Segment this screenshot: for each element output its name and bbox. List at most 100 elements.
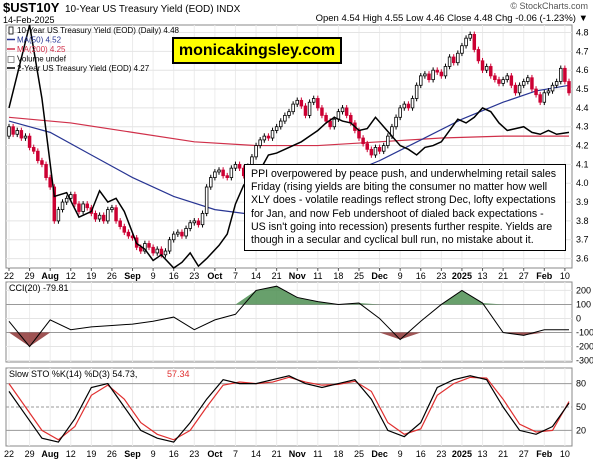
- legend-entry: MA(50) 4.52: [17, 36, 62, 45]
- cci-y-tick-label: -200: [576, 342, 593, 352]
- price-y-tick-label: 3.6: [576, 254, 589, 264]
- price-x-tick-label: 23: [436, 271, 446, 281]
- candle: [509, 75, 514, 86]
- candle: [381, 145, 386, 152]
- stochastic-x-tick-label: 9: [398, 449, 403, 459]
- stochastic-legend-d: 57.34: [167, 369, 190, 379]
- price-x-tick-label: 16: [169, 271, 179, 281]
- cci-y-tick-label: -300: [576, 356, 593, 366]
- price-y-tick-label: 3.8: [576, 216, 589, 226]
- cci-positive-fill: [9, 286, 569, 305]
- candle: [534, 88, 538, 96]
- candle: [204, 186, 209, 214]
- candle: [147, 243, 151, 248]
- candle: [464, 37, 468, 47]
- price-x-tick-label: 16: [416, 271, 426, 281]
- candle: [414, 84, 419, 99]
- candle: [180, 231, 184, 237]
- legend-box-marker: [7, 56, 15, 63]
- candle: [93, 212, 98, 220]
- candle: [546, 90, 551, 94]
- candle: [554, 81, 559, 86]
- candle: [484, 66, 489, 71]
- candle: [299, 99, 304, 107]
- price-x-tick-label: Oct: [207, 271, 222, 281]
- cci-y-tick-label: 100: [576, 299, 591, 309]
- two-year-yield-line: [8, 24, 570, 269]
- stochastic-x-tick-label: 25: [354, 449, 364, 459]
- candle: [31, 147, 36, 152]
- candle: [279, 120, 283, 128]
- stochastic-x-tick-label: 2025: [452, 449, 472, 459]
- candle: [402, 103, 407, 109]
- price-y-tick-label: 4.1: [576, 159, 589, 169]
- candle: [451, 56, 456, 64]
- candle: [567, 81, 571, 94]
- candle: [73, 194, 77, 205]
- price-x-tick-label: 12: [66, 271, 76, 281]
- candle: [15, 130, 19, 135]
- candle: [19, 130, 24, 139]
- candle: [320, 107, 324, 116]
- stochastic-x-tick-label: 23: [436, 449, 446, 459]
- candle: [526, 77, 530, 82]
- candle: [40, 160, 44, 165]
- stochastic-x-tick-label: 21: [272, 449, 282, 459]
- candle: [151, 246, 155, 254]
- candle: [497, 79, 501, 84]
- candle: [480, 60, 485, 71]
- candle: [11, 126, 15, 135]
- price-legend: 10-Year US Treasury Yield (EOD) (Daily) …: [7, 26, 180, 73]
- legend-entry: Volume undef: [17, 55, 67, 64]
- stochastic-x-tick-label: 23: [189, 449, 199, 459]
- candle: [106, 209, 110, 222]
- candle: [283, 115, 287, 122]
- candle: [139, 246, 143, 252]
- candle: [209, 177, 213, 188]
- stochastic-x-tick-label: Feb: [536, 449, 553, 459]
- stochastic-x-tick-label: 27: [519, 449, 529, 459]
- price-x-tick-label: Aug: [41, 271, 59, 281]
- stochastic-x-tick-label: Sep: [124, 449, 141, 459]
- cci-y-tick-label: -100: [576, 328, 593, 338]
- candle: [36, 150, 40, 162]
- stochastic-x-tick-label: 16: [416, 449, 426, 459]
- candle: [311, 98, 316, 103]
- candle: [542, 92, 547, 103]
- price-x-tick-label: Feb: [536, 271, 553, 281]
- candle: [233, 163, 238, 169]
- candle: [225, 175, 229, 178]
- candle: [118, 220, 122, 227]
- candle: [344, 107, 349, 116]
- candle: [493, 75, 497, 81]
- cci-panel: 200 100 0 -100 -200 -300 CCI(20) -79.81: [5, 281, 593, 366]
- ma200-line: [8, 116, 569, 147]
- price-x-tick-label: Sep: [124, 271, 141, 281]
- candle: [81, 203, 85, 212]
- candle: [435, 69, 439, 73]
- candle: [64, 197, 69, 203]
- price-x-tick-label: 29: [25, 271, 35, 281]
- price-y-tick-label: 4.0: [576, 178, 589, 188]
- symbol-name: 10-Year US Treasury Yield (EOD) INDX: [65, 4, 241, 15]
- cci-y-tick-label: 200: [576, 285, 591, 295]
- candle: [472, 34, 477, 50]
- symbol-title: $UST10Y: [3, 0, 60, 15]
- candle: [530, 77, 534, 90]
- price-x-tick-label: Nov: [289, 271, 306, 281]
- candle: [505, 75, 509, 81]
- candle: [423, 73, 427, 77]
- stochastic-x-tick-label: 16: [169, 449, 179, 459]
- candle: [200, 212, 205, 226]
- stochastic-x-tick-label: 26: [107, 449, 117, 459]
- candle: [369, 148, 374, 156]
- stochastic-y-tick-label: 50: [576, 402, 586, 412]
- candle: [270, 130, 275, 139]
- annotation-callout: PPI overpowered by peace push, and under…: [244, 164, 566, 252]
- candle: [456, 52, 460, 64]
- price-x-tick-label: 27: [519, 271, 529, 281]
- candle: [217, 169, 221, 173]
- stochastic-y-tick-label: 80: [576, 379, 586, 389]
- price-x-tick-label: 13: [478, 271, 488, 281]
- candle: [213, 171, 217, 178]
